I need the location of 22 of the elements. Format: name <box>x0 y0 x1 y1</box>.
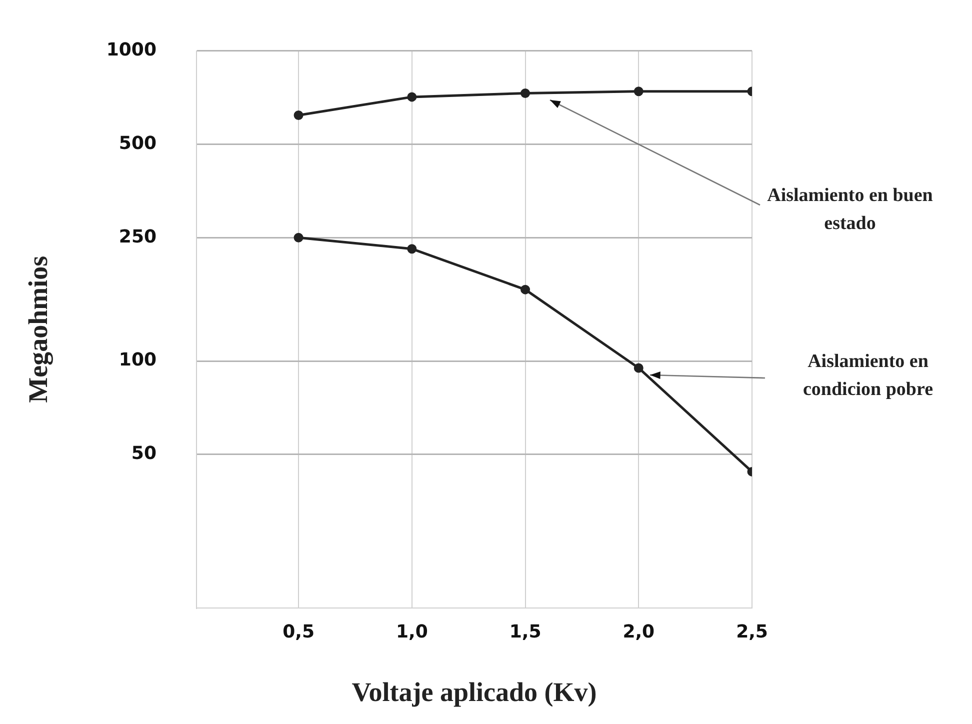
y-tick-label: 50 <box>131 443 156 464</box>
x-tick-label: 0,5 <box>282 621 314 642</box>
point <box>520 88 530 98</box>
y-axis-title: Megaohmios <box>23 256 54 403</box>
x-axis-title: Voltaje aplicado (Kv) <box>352 676 597 707</box>
point <box>634 86 644 96</box>
x-tick-label: 2,5 <box>736 621 768 642</box>
point <box>520 284 530 294</box>
x-tick-label: 1,0 <box>396 621 428 642</box>
point <box>407 92 417 102</box>
point <box>634 363 644 373</box>
text: Aislamiento en buen estado <box>767 184 934 234</box>
point <box>407 244 417 254</box>
x-tick-label: 2,0 <box>622 621 655 642</box>
y-tick-label: 250 <box>118 226 156 248</box>
y-tick-label: 1000 <box>106 39 156 60</box>
y-tick-label: 500 <box>118 132 156 154</box>
y-tick-label: 100 <box>118 350 156 371</box>
point <box>294 110 304 120</box>
x-tick-label: 1,5 <box>509 621 542 642</box>
text: Aislamiento en condicion pobre <box>802 350 934 400</box>
point <box>294 232 304 242</box>
